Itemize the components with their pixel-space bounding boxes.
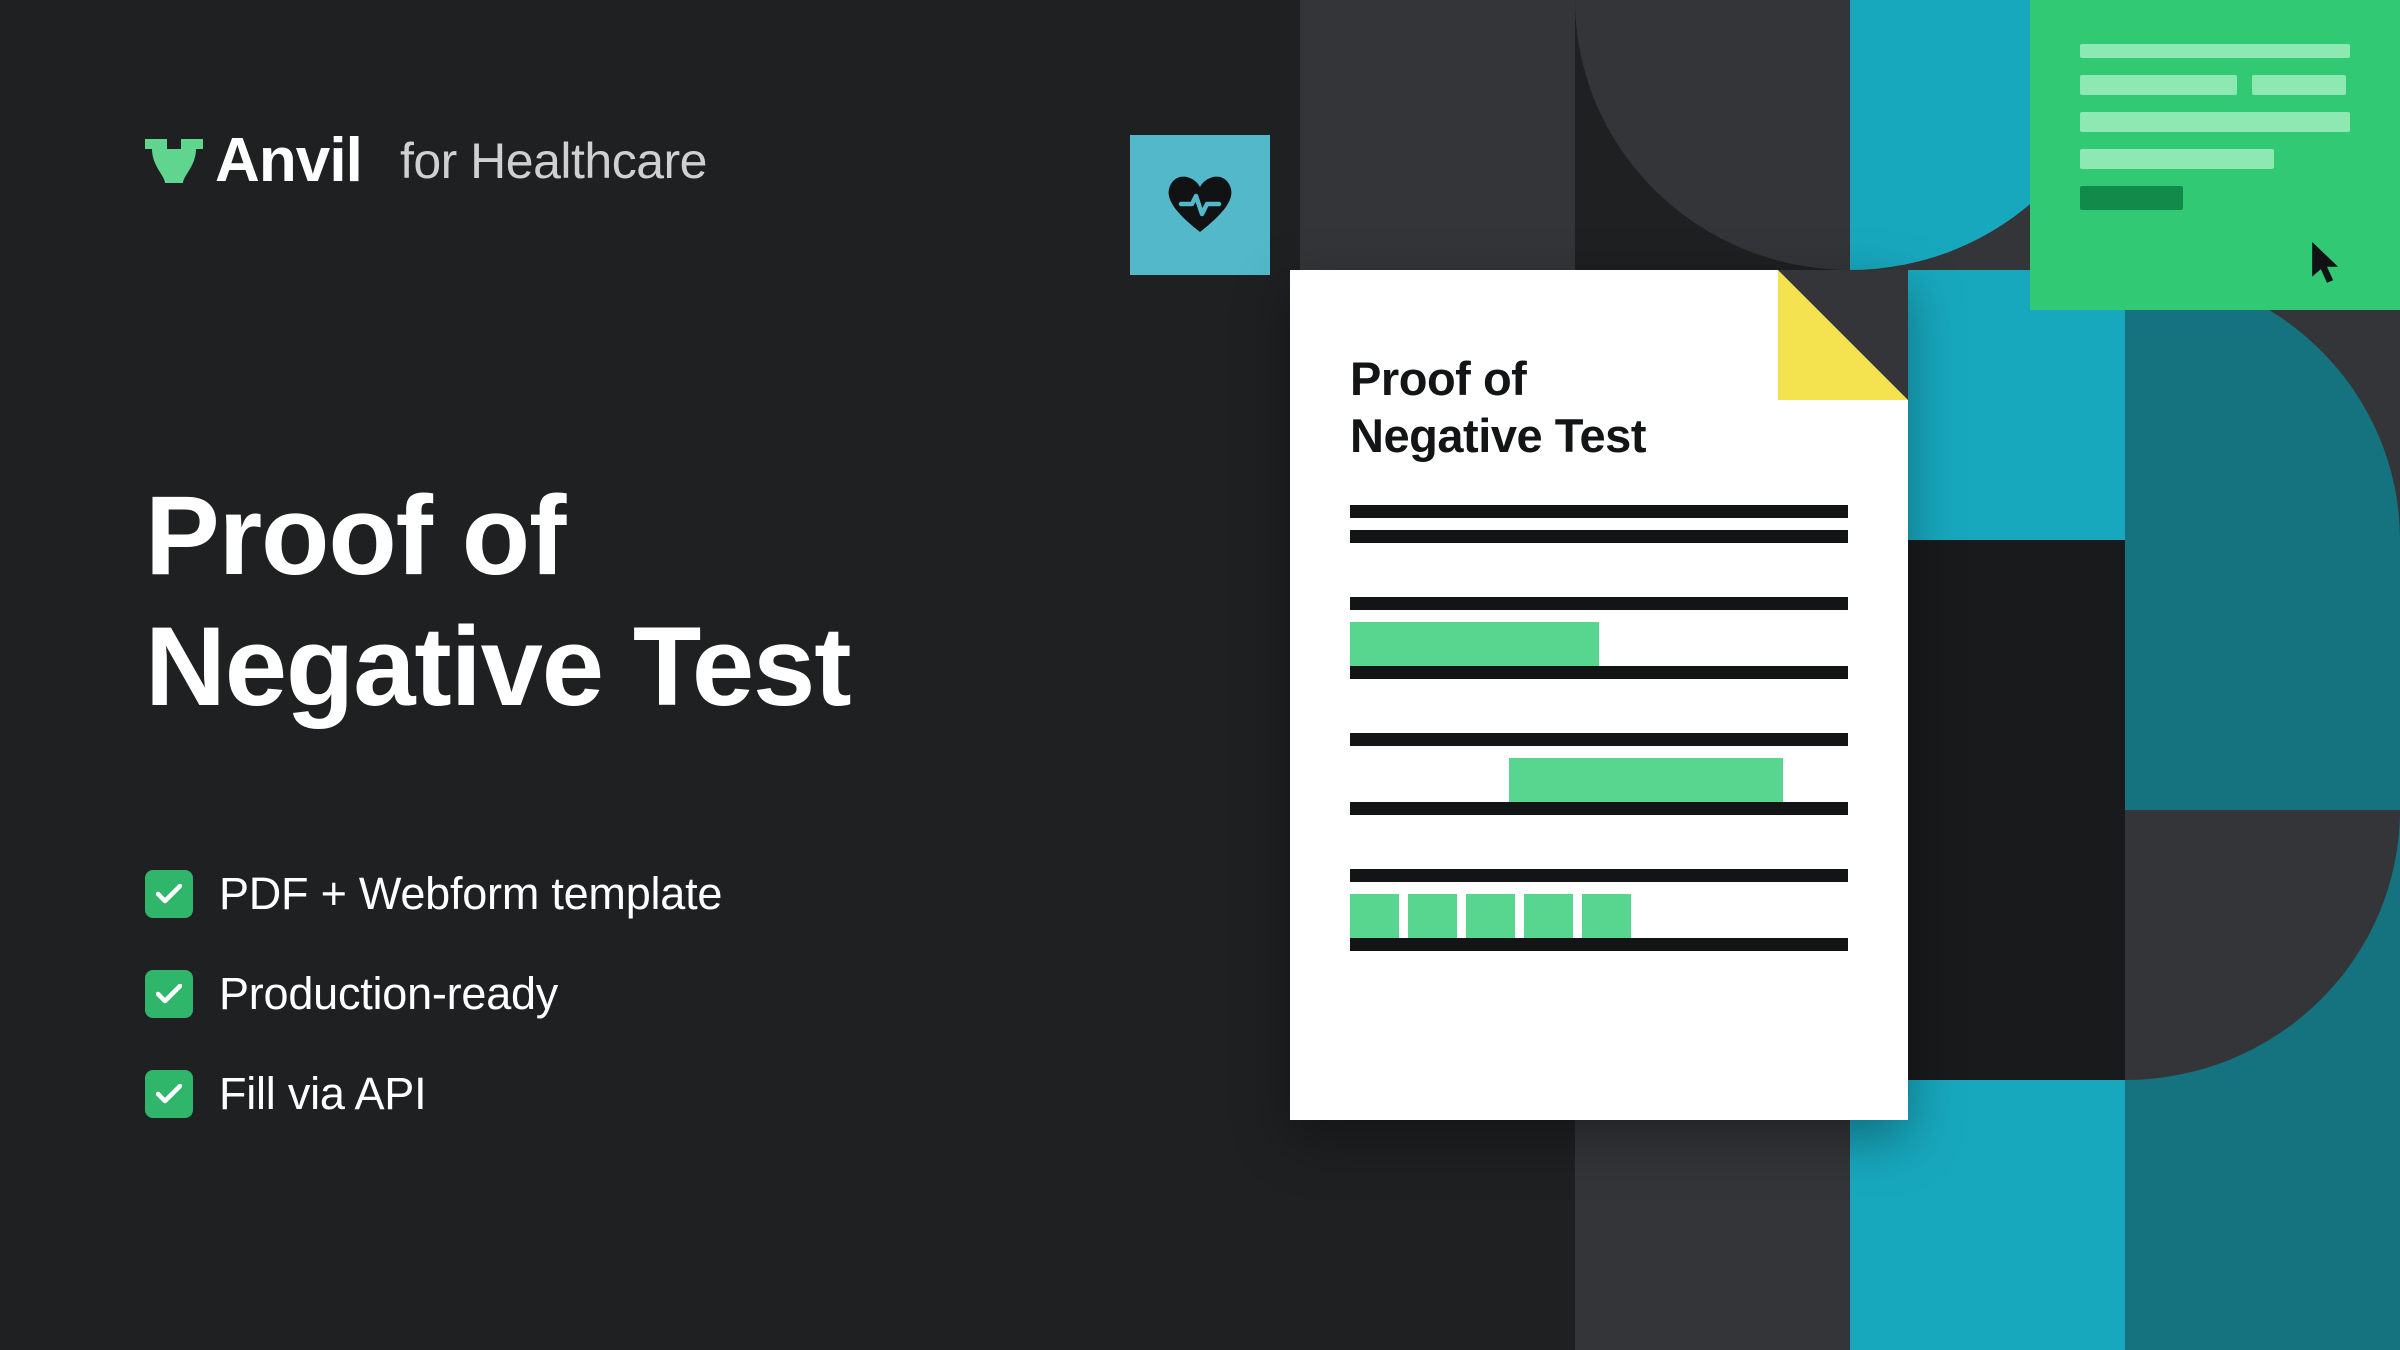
heart-badge (1130, 135, 1270, 275)
check-icon (145, 1070, 193, 1118)
feature-item: PDF + Webform template (145, 868, 722, 920)
heart-pulse-icon (1166, 174, 1234, 236)
feature-text: Production-ready (219, 968, 558, 1020)
doc-title-line2: Negative Test (1350, 407, 1646, 464)
document-fold-icon (1778, 270, 1908, 400)
headline-line2: Negative Test (145, 601, 850, 732)
feature-item: Production-ready (145, 968, 722, 1020)
feature-text: Fill via API (219, 1068, 426, 1120)
cursor-icon (2312, 242, 2342, 284)
page-headline: Proof of Negative Test (145, 470, 850, 732)
feature-item: Fill via API (145, 1068, 722, 1120)
logo-tagline: for Healthcare (400, 132, 707, 190)
headline-line1: Proof of (145, 470, 850, 601)
anvil-logo-icon (145, 131, 203, 191)
feature-list: PDF + Webform template Production-ready Fi… (145, 868, 722, 1120)
document-content (1350, 505, 1848, 1005)
logo-row: Anvil for Healthcare (145, 125, 707, 196)
document-title: Proof of Negative Test (1350, 350, 1646, 465)
doc-title-line1: Proof of (1350, 350, 1646, 407)
feature-text: PDF + Webform template (219, 868, 722, 920)
form-card (2030, 0, 2400, 310)
document-card: Proof of Negative Test (1290, 270, 1908, 1120)
check-icon (145, 970, 193, 1018)
check-icon (145, 870, 193, 918)
logo-brand-text: Anvil (215, 125, 362, 196)
logo-mark: Anvil (145, 125, 362, 196)
